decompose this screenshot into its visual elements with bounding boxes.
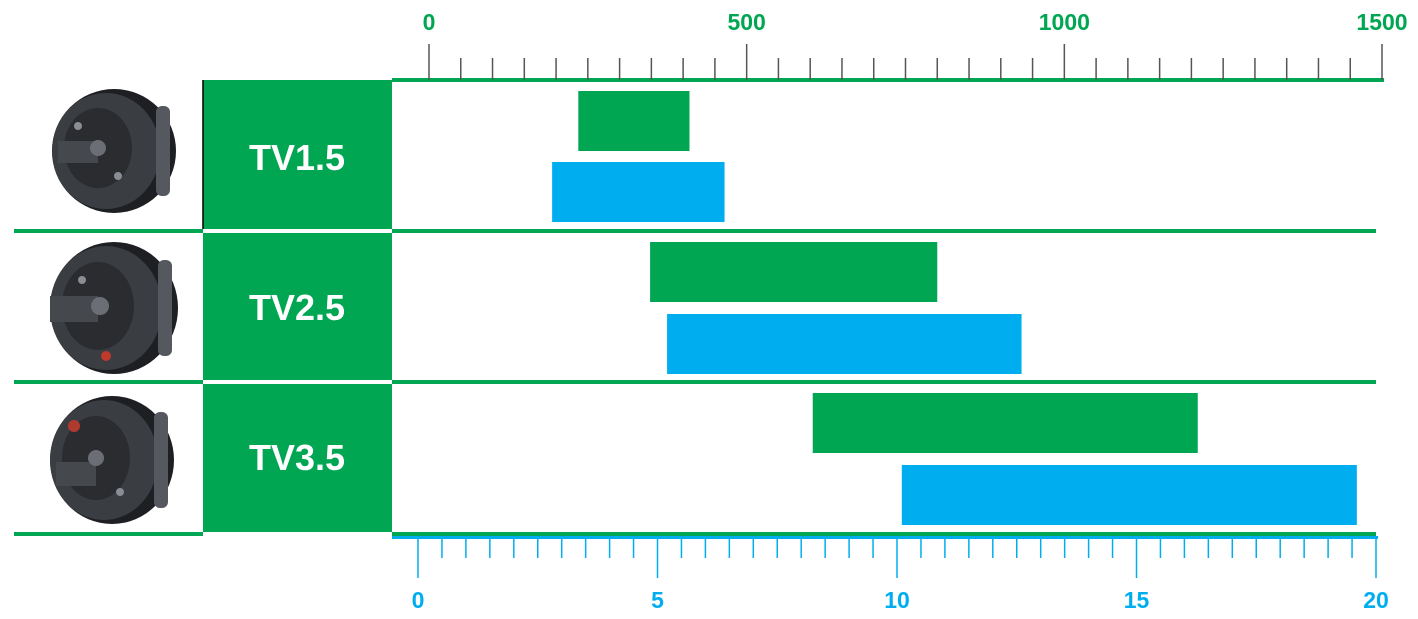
row-separator-gap: [203, 229, 392, 233]
hydraulic-unit-icon: [52, 89, 176, 213]
bottom-axis: 0 5 10 15 20: [392, 536, 1389, 613]
top-tick-label: 500: [727, 9, 765, 35]
row-separator-line: [14, 532, 1376, 536]
bottom-axis-line: [392, 536, 1378, 539]
row-backgrounds: [14, 80, 1376, 536]
row-separator-line: [14, 380, 1376, 384]
green-range-bar-tv1-5: [578, 91, 690, 151]
hydraulic-unit-icon: [50, 396, 174, 524]
row-label-tv3-5: TV3.5: [248, 437, 346, 478]
hydraulic-unit-icon: [50, 242, 178, 374]
product-photo-tv3-5: [28, 392, 188, 524]
row-label-tv1-5: TV1.5: [248, 137, 346, 178]
bottom-tick-label: 10: [884, 587, 910, 613]
bottom-tick-label: 15: [1124, 587, 1150, 613]
row-separator-gap: [203, 380, 392, 384]
top-tick-label: 1500: [1356, 9, 1407, 35]
label-column-bg: [203, 80, 392, 535]
row-separator-line: [14, 229, 1376, 233]
row-label-tv2-5: TV2.5: [248, 287, 346, 328]
product-photo-tv1-5: [28, 86, 188, 216]
green-range-bar-tv2-5: [650, 242, 938, 302]
bottom-tick-label: 5: [651, 587, 664, 613]
blue-range-bar-tv1-5: [552, 162, 725, 222]
top-axis: 0 500 1000 1500: [392, 9, 1408, 82]
product-photo-tv2-5: [28, 238, 188, 374]
top-tick-label: 1000: [1039, 9, 1090, 35]
bars: [552, 91, 1357, 525]
top-axis-line: [392, 78, 1384, 82]
bottom-tick-label: 0: [412, 587, 425, 613]
green-range-bar-tv3-5: [812, 393, 1198, 453]
bottom-tick-label: 20: [1363, 587, 1389, 613]
blue-range-bar-tv3-5: [901, 465, 1357, 525]
blue-range-bar-tv2-5: [667, 314, 1022, 374]
row-separator-gap: [203, 532, 392, 536]
top-tick-label: 0: [423, 9, 436, 35]
